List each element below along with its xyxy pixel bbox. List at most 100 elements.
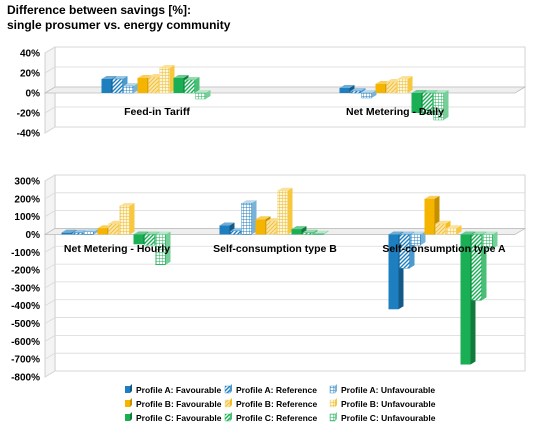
bar-top xyxy=(424,195,440,199)
gridline xyxy=(44,263,525,271)
legend-label: Profile C: Favourable xyxy=(136,413,222,423)
y-tick-label: -800% xyxy=(11,373,40,384)
bar-side xyxy=(133,83,139,93)
bar-top xyxy=(255,216,271,220)
bar-front xyxy=(399,234,410,269)
y-tick-label: -200% xyxy=(11,266,40,277)
legend-item: Profile C: Unfavourable xyxy=(329,412,436,423)
legend-item: Profile B: Unfavourable xyxy=(329,398,436,409)
bar-front xyxy=(241,203,252,235)
legend-swatch xyxy=(224,413,231,422)
bar xyxy=(277,187,293,235)
bar-side xyxy=(371,90,377,98)
bar-side xyxy=(165,231,171,265)
bar-top xyxy=(361,90,377,93)
gridline xyxy=(44,174,525,182)
bar-top xyxy=(144,231,160,235)
legend-swatch-side xyxy=(335,412,337,421)
bar-front xyxy=(435,223,446,235)
bar-top xyxy=(119,202,135,206)
legend-label: Profile A: Unfavourable xyxy=(341,385,435,395)
y-tick-label: -100% xyxy=(11,248,40,259)
bar-top xyxy=(241,200,257,204)
bar-side xyxy=(420,231,426,246)
bar-front xyxy=(101,79,112,93)
bar-top xyxy=(155,231,171,235)
bar-front xyxy=(386,81,397,94)
category-label: Self-consumption type B xyxy=(213,243,337,255)
legend-swatch xyxy=(125,414,130,421)
bar-front xyxy=(108,223,119,235)
bar-side xyxy=(456,225,462,235)
legend-label: Profile A: Favourable xyxy=(136,385,221,395)
bar-top xyxy=(410,231,426,235)
gridline xyxy=(44,281,525,289)
bar xyxy=(184,77,200,94)
y-tick-label: -40% xyxy=(17,129,40,140)
y-tick-label: 0% xyxy=(26,89,41,100)
bar-front xyxy=(339,88,350,93)
legend-label: Profile C: Unfavourable xyxy=(341,413,436,423)
title-line-1: Difference between savings [%]: xyxy=(7,3,192,17)
bar-front xyxy=(266,220,277,235)
bar-front xyxy=(137,78,148,93)
y-tick-label: -500% xyxy=(11,319,40,330)
legend-swatch-side xyxy=(130,384,132,393)
bar xyxy=(159,65,175,94)
bar-top xyxy=(460,231,476,235)
gridline xyxy=(44,192,525,200)
legend-label: Profile B: Reference xyxy=(236,399,318,409)
bar-side xyxy=(93,228,99,235)
bar-front xyxy=(471,234,482,301)
y-tick-label: -700% xyxy=(11,355,40,366)
bar-front xyxy=(388,234,399,310)
bar-side xyxy=(251,200,257,235)
legend-swatch xyxy=(125,386,130,393)
bar xyxy=(313,230,329,235)
bar-top xyxy=(219,222,235,226)
bar-top xyxy=(123,83,139,86)
legend-swatch-side xyxy=(230,384,232,393)
bar-top xyxy=(83,228,99,232)
bar-front xyxy=(230,230,241,235)
bar-front xyxy=(410,234,421,246)
bar-front xyxy=(159,67,170,94)
bar-top xyxy=(399,231,415,235)
bar-side xyxy=(360,88,366,93)
bar-side xyxy=(312,229,318,235)
gridline xyxy=(44,126,525,134)
y-tick-label: 0% xyxy=(26,230,41,241)
legend-swatch-side xyxy=(130,398,132,407)
category-label: Net Metering - Daily xyxy=(346,106,444,118)
gridline xyxy=(44,210,525,217)
title-line-2: single prosumer vs. energy community xyxy=(7,18,231,32)
bar-top xyxy=(184,77,200,80)
bar-front xyxy=(375,84,386,93)
bar xyxy=(397,76,413,94)
bar-top xyxy=(101,76,117,79)
plot-side-wall xyxy=(44,174,56,378)
bar-front xyxy=(397,78,408,94)
bar-side xyxy=(323,230,329,235)
bar-top xyxy=(277,187,293,191)
y-tick-label: 20% xyxy=(20,69,40,80)
bar xyxy=(155,231,171,265)
legend-swatch xyxy=(329,399,336,408)
bar-front xyxy=(291,229,302,235)
legend-label: Profile C: Reference xyxy=(236,413,318,423)
bar-top xyxy=(313,230,329,234)
gridline xyxy=(44,299,525,307)
legend: Profile A: Favourable Profile A: Referenc… xyxy=(125,384,436,423)
chart-panel-2: 300% 200% 100% 0% -100% -200% -300% -400% -500% -… xyxy=(11,174,527,384)
bar-front xyxy=(173,78,184,93)
legend-label: Profile B: Unfavourable xyxy=(341,399,436,409)
bar-front xyxy=(112,78,123,94)
category-label: Feed-in Tariff xyxy=(124,106,190,118)
bar-front xyxy=(144,234,155,246)
bar-side xyxy=(287,187,293,235)
y-tick-label: 300% xyxy=(14,177,40,188)
bar-side xyxy=(443,90,449,120)
legend-label: Profile B: Favourable xyxy=(136,399,222,409)
bar-front xyxy=(422,92,433,115)
